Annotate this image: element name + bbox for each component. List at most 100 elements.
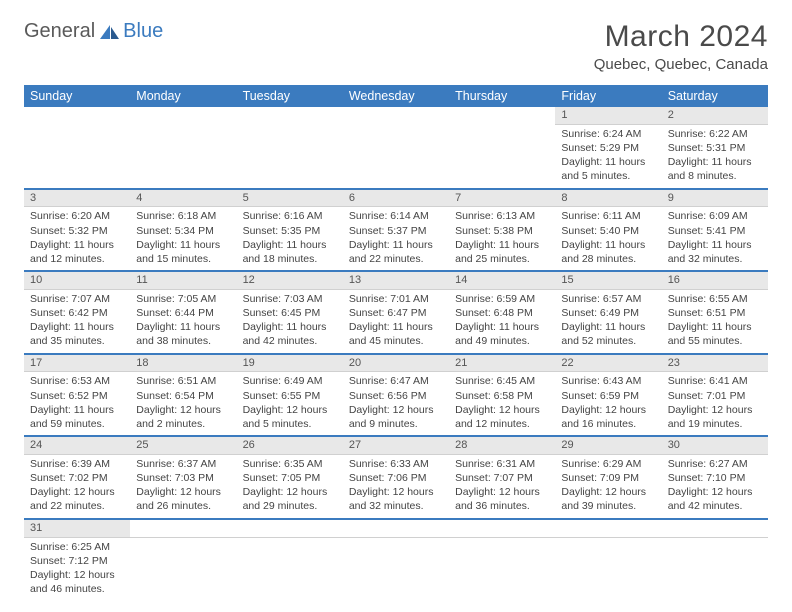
sunrise-text: Sunrise: 6:18 AM xyxy=(136,209,230,223)
daylight-text: Daylight: 12 hours and 32 minutes. xyxy=(349,485,443,513)
day-number-row: 31 xyxy=(24,519,768,537)
day-content-cell xyxy=(24,124,130,188)
weekday-header: Tuesday xyxy=(237,85,343,107)
sunrise-text: Sunrise: 6:24 AM xyxy=(561,127,655,141)
daylight-text: Daylight: 11 hours and 32 minutes. xyxy=(668,238,762,266)
sunrise-text: Sunrise: 6:37 AM xyxy=(136,457,230,471)
sunset-text: Sunset: 7:03 PM xyxy=(136,471,230,485)
day-number-cell: 1 xyxy=(555,107,661,124)
sunrise-text: Sunrise: 6:57 AM xyxy=(561,292,655,306)
weekday-header: Friday xyxy=(555,85,661,107)
daylight-text: Daylight: 11 hours and 12 minutes. xyxy=(30,238,124,266)
sunset-text: Sunset: 5:38 PM xyxy=(455,224,549,238)
day-content-cell: Sunrise: 6:11 AMSunset: 5:40 PMDaylight:… xyxy=(555,207,661,271)
day-number-cell xyxy=(130,519,236,537)
sunrise-text: Sunrise: 6:43 AM xyxy=(561,374,655,388)
day-content-cell: Sunrise: 6:59 AMSunset: 6:48 PMDaylight:… xyxy=(449,289,555,353)
day-content-cell: Sunrise: 6:51 AMSunset: 6:54 PMDaylight:… xyxy=(130,372,236,436)
day-number-cell: 24 xyxy=(24,436,130,454)
logo: General Blue xyxy=(24,20,163,43)
sunset-text: Sunset: 5:37 PM xyxy=(349,224,443,238)
logo-text-general: General xyxy=(24,20,95,43)
daylight-text: Daylight: 11 hours and 22 minutes. xyxy=(349,238,443,266)
sunset-text: Sunset: 7:01 PM xyxy=(668,389,762,403)
day-content-cell: Sunrise: 6:18 AMSunset: 5:34 PMDaylight:… xyxy=(130,207,236,271)
sunrise-text: Sunrise: 6:31 AM xyxy=(455,457,549,471)
day-content-cell xyxy=(343,537,449,600)
sunrise-text: Sunrise: 6:29 AM xyxy=(561,457,655,471)
sunset-text: Sunset: 7:09 PM xyxy=(561,471,655,485)
sunrise-text: Sunrise: 6:51 AM xyxy=(136,374,230,388)
daylight-text: Daylight: 12 hours and 12 minutes. xyxy=(455,403,549,431)
day-content-cell: Sunrise: 6:41 AMSunset: 7:01 PMDaylight:… xyxy=(662,372,768,436)
sunset-text: Sunset: 5:41 PM xyxy=(668,224,762,238)
day-content-row: Sunrise: 6:25 AMSunset: 7:12 PMDaylight:… xyxy=(24,537,768,600)
daylight-text: Daylight: 11 hours and 15 minutes. xyxy=(136,238,230,266)
daylight-text: Daylight: 12 hours and 42 minutes. xyxy=(668,485,762,513)
day-content-cell: Sunrise: 6:47 AMSunset: 6:56 PMDaylight:… xyxy=(343,372,449,436)
day-content-cell: Sunrise: 6:14 AMSunset: 5:37 PMDaylight:… xyxy=(343,207,449,271)
day-number-cell xyxy=(24,107,130,124)
day-content-cell: Sunrise: 6:53 AMSunset: 6:52 PMDaylight:… xyxy=(24,372,130,436)
sunrise-text: Sunrise: 6:41 AM xyxy=(668,374,762,388)
day-number-cell: 11 xyxy=(130,271,236,289)
sunset-text: Sunset: 6:45 PM xyxy=(243,306,337,320)
daylight-text: Daylight: 12 hours and 16 minutes. xyxy=(561,403,655,431)
sunrise-text: Sunrise: 6:13 AM xyxy=(455,209,549,223)
sunrise-text: Sunrise: 6:59 AM xyxy=(455,292,549,306)
weekday-header: Wednesday xyxy=(343,85,449,107)
day-number-cell: 10 xyxy=(24,271,130,289)
daylight-text: Daylight: 11 hours and 42 minutes. xyxy=(243,320,337,348)
day-content-row: Sunrise: 6:20 AMSunset: 5:32 PMDaylight:… xyxy=(24,207,768,271)
day-number-cell: 2 xyxy=(662,107,768,124)
day-number-cell: 28 xyxy=(449,436,555,454)
day-number-row: 24252627282930 xyxy=(24,436,768,454)
sunset-text: Sunset: 5:40 PM xyxy=(561,224,655,238)
day-content-cell xyxy=(130,124,236,188)
day-number-cell xyxy=(237,519,343,537)
header: General Blue March 2024 Quebec, Quebec, … xyxy=(24,20,768,73)
sunrise-text: Sunrise: 6:45 AM xyxy=(455,374,549,388)
sunrise-text: Sunrise: 6:22 AM xyxy=(668,127,762,141)
daylight-text: Daylight: 11 hours and 18 minutes. xyxy=(243,238,337,266)
sunset-text: Sunset: 6:56 PM xyxy=(349,389,443,403)
day-content-cell xyxy=(449,537,555,600)
sunset-text: Sunset: 5:35 PM xyxy=(243,224,337,238)
day-content-cell: Sunrise: 6:20 AMSunset: 5:32 PMDaylight:… xyxy=(24,207,130,271)
day-content-row: Sunrise: 6:39 AMSunset: 7:02 PMDaylight:… xyxy=(24,454,768,518)
day-content-cell xyxy=(662,537,768,600)
sunrise-text: Sunrise: 6:39 AM xyxy=(30,457,124,471)
day-number-cell: 8 xyxy=(555,189,661,207)
day-number-cell: 4 xyxy=(130,189,236,207)
sunrise-text: Sunrise: 6:55 AM xyxy=(668,292,762,306)
day-number-cell xyxy=(130,107,236,124)
sunrise-text: Sunrise: 7:07 AM xyxy=(30,292,124,306)
day-number-cell xyxy=(555,519,661,537)
daylight-text: Daylight: 11 hours and 52 minutes. xyxy=(561,320,655,348)
daylight-text: Daylight: 11 hours and 59 minutes. xyxy=(30,403,124,431)
day-content-cell xyxy=(237,124,343,188)
day-content-cell xyxy=(237,537,343,600)
sunset-text: Sunset: 6:51 PM xyxy=(668,306,762,320)
day-content-row: Sunrise: 7:07 AMSunset: 6:42 PMDaylight:… xyxy=(24,289,768,353)
sunrise-text: Sunrise: 6:27 AM xyxy=(668,457,762,471)
daylight-text: Daylight: 12 hours and 39 minutes. xyxy=(561,485,655,513)
sunset-text: Sunset: 7:10 PM xyxy=(668,471,762,485)
day-content-cell: Sunrise: 6:13 AMSunset: 5:38 PMDaylight:… xyxy=(449,207,555,271)
daylight-text: Daylight: 12 hours and 36 minutes. xyxy=(455,485,549,513)
sunset-text: Sunset: 6:55 PM xyxy=(243,389,337,403)
sunset-text: Sunset: 5:29 PM xyxy=(561,141,655,155)
day-number-cell: 13 xyxy=(343,271,449,289)
daylight-text: Daylight: 11 hours and 8 minutes. xyxy=(668,155,762,183)
day-number-cell: 14 xyxy=(449,271,555,289)
day-number-cell: 9 xyxy=(662,189,768,207)
day-number-cell: 21 xyxy=(449,354,555,372)
sunset-text: Sunset: 5:32 PM xyxy=(30,224,124,238)
sunset-text: Sunset: 7:07 PM xyxy=(455,471,549,485)
day-content-cell: Sunrise: 6:57 AMSunset: 6:49 PMDaylight:… xyxy=(555,289,661,353)
day-content-cell: Sunrise: 7:07 AMSunset: 6:42 PMDaylight:… xyxy=(24,289,130,353)
daylight-text: Daylight: 12 hours and 29 minutes. xyxy=(243,485,337,513)
day-number-cell xyxy=(449,107,555,124)
day-content-cell: Sunrise: 6:35 AMSunset: 7:05 PMDaylight:… xyxy=(237,454,343,518)
day-content-cell: Sunrise: 6:49 AMSunset: 6:55 PMDaylight:… xyxy=(237,372,343,436)
